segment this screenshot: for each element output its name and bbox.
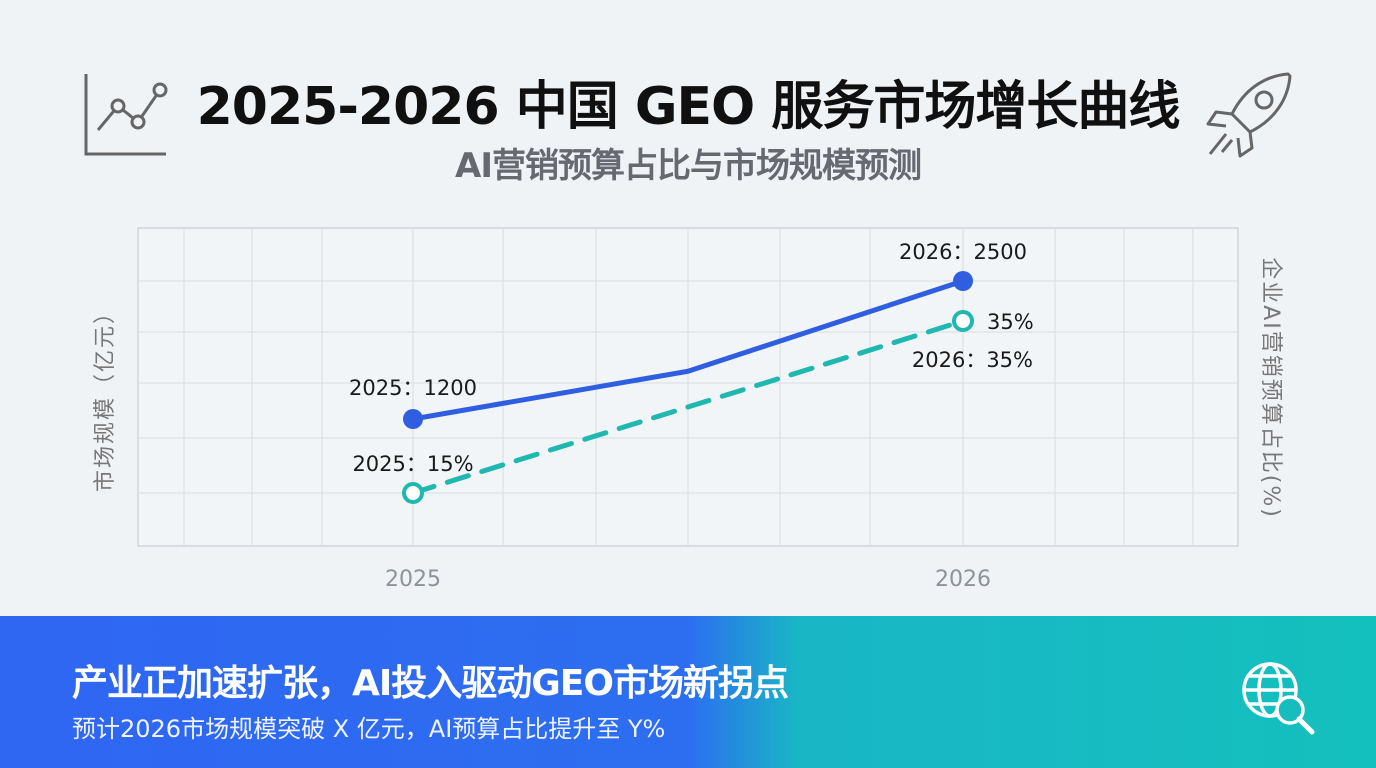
rocket-icon bbox=[1206, 72, 1292, 158]
footer-headline: 产业正加速扩张，AI投入驱动GEO市场新拐点 bbox=[72, 663, 789, 704]
y2-axis-label: 企业AI营销预算占比(%) bbox=[1258, 257, 1283, 519]
x-tick-label: 2025 bbox=[385, 567, 441, 592]
grid bbox=[138, 228, 1238, 546]
data-point bbox=[402, 482, 424, 504]
header: 2025-2026 中国 GEO 服务市场增长曲线 AI营销预算占比与市场规模预… bbox=[0, 0, 1376, 200]
page-title: 2025-2026 中国 GEO 服务市场增长曲线 bbox=[196, 77, 1181, 137]
data-point bbox=[953, 271, 973, 291]
series-line-right bbox=[410, 318, 966, 496]
y-axis-label: 市场规模（亿元） bbox=[93, 300, 118, 492]
end-annotation: 35% bbox=[987, 310, 1034, 334]
data-label: 2025：15% bbox=[352, 452, 473, 476]
globe-search-icon bbox=[1242, 662, 1315, 735]
trend-line-icon bbox=[84, 74, 168, 156]
x-tick-label: 2026 bbox=[935, 567, 991, 592]
data-label: 2026：35% bbox=[912, 348, 1033, 372]
data-point bbox=[403, 409, 423, 429]
chart: 2025 2026 市场规模（亿元） 企业AI营销预算占比(%) 2025：12… bbox=[93, 227, 1283, 592]
data-label: 2026：2500 bbox=[899, 240, 1027, 264]
footer-banner: 产业正加速扩张，AI投入驱动GEO市场新拐点 预计2026市场规模突破 X 亿元… bbox=[0, 616, 1376, 768]
data-point bbox=[952, 310, 974, 332]
page-subtitle: AI营销预算占比与市场规模预测 bbox=[455, 146, 922, 186]
data-label: 2025：1200 bbox=[349, 376, 477, 400]
series-line-left bbox=[410, 278, 966, 422]
footer-subline: 预计2026市场规模突破 X 亿元，AI预算占比提升至 Y% bbox=[72, 715, 666, 743]
